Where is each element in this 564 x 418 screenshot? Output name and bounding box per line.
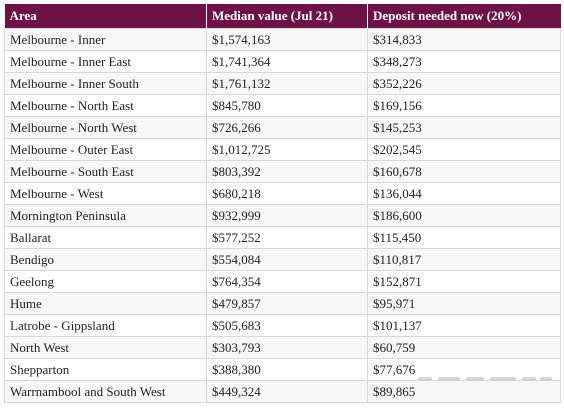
table-row: Melbourne - Inner East $1,741,364 $348,273 (4, 50, 561, 73)
header-deposit-needed: Deposit needed now (20%) (373, 8, 522, 23)
cell-median-value: $1,574,163 (206, 28, 368, 51)
cell-area: Melbourne - Inner (4, 28, 207, 51)
cell-area: Latrobe - Gippsland (4, 314, 207, 337)
cell-area: North West (4, 336, 207, 359)
cell-median-value: $554,084 (206, 248, 368, 271)
cell-median-value: $577,252 (206, 226, 368, 249)
cell-area: Melbourne - South East (4, 160, 207, 183)
cell-area: Melbourne - Inner East (4, 50, 207, 73)
cell-median-value: $479,857 (206, 292, 368, 315)
cell-median-value: $388,380 (206, 358, 368, 381)
cell-area: Hume (4, 292, 207, 315)
table-row: Melbourne - Outer East $1,012,725 $202,545 (4, 138, 561, 161)
cell-deposit-needed: $77,676 (367, 358, 561, 381)
cell-deposit-needed: $348,273 (367, 50, 561, 73)
cell-deposit-needed: $110,817 (367, 248, 561, 271)
cell-area: Shepparton (4, 358, 207, 381)
cell-deposit-needed: $136,044 (367, 182, 561, 205)
cell-median-value: $1,761,132 (206, 72, 368, 95)
cell-deposit-needed: $115,450 (367, 226, 561, 249)
cell-area: Bendigo (4, 248, 207, 271)
cell-deposit-needed: $95,971 (367, 292, 561, 315)
table-row: Warrnambool and South West $449,324 $89,86… (4, 380, 561, 403)
table-row: Melbourne - South East $803,392 $160,678 (4, 160, 561, 183)
watermark-graphic (418, 370, 554, 388)
cell-median-value: $449,324 (206, 380, 368, 403)
cell-median-value: $303,793 (206, 336, 368, 359)
cell-area: Geelong (4, 270, 207, 293)
table-row: Melbourne - West $680,218 $136,044 (4, 182, 561, 205)
cell-deposit-needed: $186,600 (367, 204, 561, 227)
table-row: Latrobe - Gippsland $505,683 $101,137 (4, 314, 561, 337)
header-median-value: Median value (Jul 21) (206, 4, 368, 29)
cell-area: Mornington Peninsula (4, 204, 207, 227)
table-row: Mornington Peninsula $932,999 $186,600 (4, 204, 561, 227)
cell-deposit-needed: $145,253 (367, 116, 561, 139)
cell-median-value: $1,741,364 (206, 50, 368, 73)
table-row: Melbourne - Inner $1,574,163 $314,833 (4, 28, 561, 51)
cell-median-value: $680,218 (206, 182, 368, 205)
cell-median-value: $932,999 (206, 204, 368, 227)
table-row: Melbourne - Inner South $1,761,132 $352,22… (4, 72, 561, 95)
cell-deposit-needed: $352,226 (367, 72, 561, 95)
cell-area: Melbourne - North West (4, 116, 207, 139)
table-header: Area Median value (Jul 21) Deposit neede… (4, 4, 561, 29)
table-row: Bendigo $554,084 $110,817 (4, 248, 561, 271)
cell-area: Melbourne - North East (4, 94, 207, 117)
table-row: Melbourne - North East $845,780 $169,156 (4, 94, 561, 117)
cell-median-value: $845,780 (206, 94, 368, 117)
table-row: Melbourne - North West $726,266 $145,253 (4, 116, 561, 139)
cell-deposit-needed: $160,678 (367, 160, 561, 183)
cell-area: Melbourne - West (4, 182, 207, 205)
table-row: Geelong $764,354 $152,871 (4, 270, 561, 293)
median-value-table: Area Median value (Jul 21) Deposit neede… (4, 4, 561, 403)
cell-deposit-needed: $169,156 (367, 94, 561, 117)
cell-median-value: $764,354 (206, 270, 368, 293)
cell-deposit-needed: $202,545 (367, 138, 561, 161)
cell-deposit-needed: $152,871 (367, 270, 561, 293)
table-body: Melbourne - Inner $1,574,163 $314,833 Melbo… (4, 28, 561, 403)
cell-area: Ballarat (4, 226, 207, 249)
cell-median-value: $505,683 (206, 314, 368, 337)
cell-median-value: $726,266 (206, 116, 368, 139)
header-row: Area Median value (Jul 21) Deposit neede… (4, 4, 561, 29)
cell-deposit-needed: $314,833 (367, 28, 561, 51)
cell-median-value: $1,012,725 (206, 138, 368, 161)
cell-area: Melbourne - Inner South (4, 72, 207, 95)
cell-median-value: $803,392 (206, 160, 368, 183)
table-row: Ballarat $577,252 $115,450 (4, 226, 561, 249)
table-row: North West $303,793 $60,759 (4, 336, 561, 359)
data-table-container: Area Median value (Jul 21) Deposit neede… (4, 4, 561, 403)
cell-deposit-needed: $101,137 (367, 314, 561, 337)
table-row: Shepparton $388,380 $77,676 (4, 358, 561, 381)
cell-deposit-needed: $89,865 (367, 380, 561, 403)
cell-area: Melbourne - Outer East (4, 138, 207, 161)
cell-deposit-needed: $60,759 (367, 336, 561, 359)
table-row: Hume $479,857 $95,971 (4, 292, 561, 315)
cell-area: Warrnambool and South West (4, 380, 207, 403)
header-area: Area (4, 4, 207, 29)
